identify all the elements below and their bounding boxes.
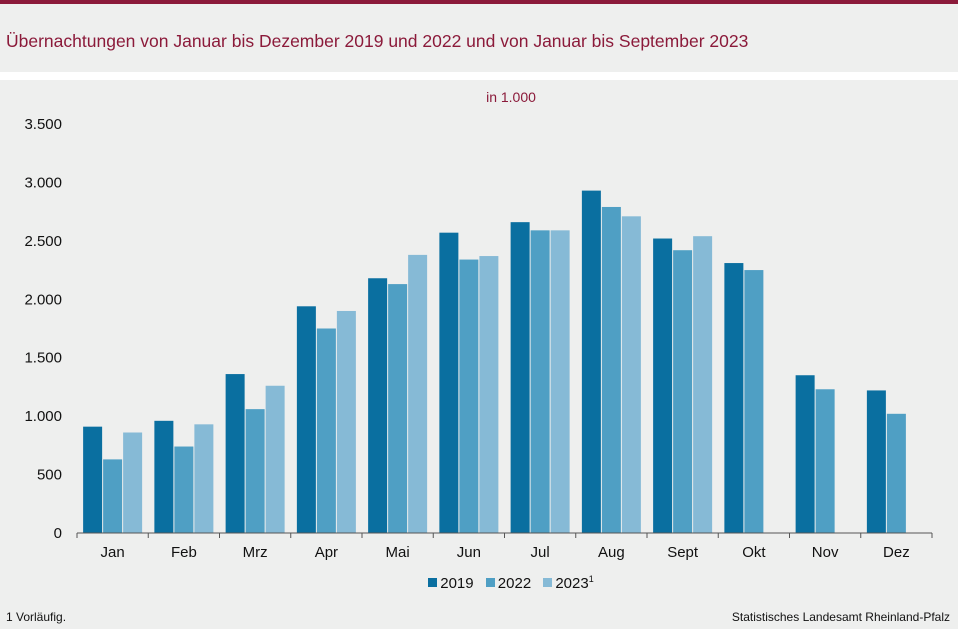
- bar-2022-Jun: [459, 259, 479, 533]
- y-tick-label: 3.500: [24, 116, 62, 133]
- chart-panel: [0, 80, 958, 629]
- bar-2023-Aug: [621, 216, 641, 533]
- bar-2023-Sept: [693, 236, 713, 533]
- legend-label-2023: 2023: [555, 575, 589, 592]
- bar-2022-Sept: [673, 250, 693, 533]
- y-axis-ticks: 0 500 1.000 1.500 2.000 2.500 3.000 3.500: [24, 116, 62, 542]
- footnote: 1 Vorläufig.: [6, 610, 67, 624]
- bar-2022-Okt: [744, 270, 764, 533]
- x-tick-label: Jul: [531, 544, 550, 561]
- bar-2019-Mai: [368, 278, 388, 533]
- chart-header: Übernachtungen von Januar bis Dezember 2…: [0, 4, 958, 72]
- x-tick-label: Dez: [883, 544, 910, 561]
- bar-2019-Mrz: [225, 374, 245, 533]
- y-tick-label: 2.000: [24, 291, 62, 308]
- legend-label-2022: 2022: [497, 575, 532, 592]
- bar-2023-Feb: [194, 424, 214, 533]
- legend-swatch-2022: [485, 578, 495, 587]
- legend-item-2023: 20231: [543, 574, 594, 592]
- bar-2019-Jul: [510, 222, 530, 533]
- y-tick-label: 1.000: [24, 408, 62, 425]
- bars-group: [83, 190, 906, 534]
- bar-2023-Mrz: [265, 385, 285, 533]
- legend-footnote-mark: 1: [588, 574, 594, 584]
- legend-item-2022: 2022: [485, 575, 532, 592]
- bar-2022-Aug: [601, 206, 621, 533]
- x-tick-label: Okt: [742, 544, 766, 561]
- bar-2019-Aug: [581, 190, 601, 533]
- bar-2022-Nov: [815, 389, 835, 533]
- legend-item-2019: 2019: [428, 575, 474, 592]
- chart-title: Übernachtungen von Januar bis Dezember 2…: [6, 31, 749, 51]
- bar-2023-Jul: [550, 230, 570, 533]
- bar-2022-Dez: [886, 413, 906, 533]
- bar-2023-Jun: [479, 256, 499, 533]
- x-tick-label: Jan: [101, 544, 125, 561]
- x-tick-label: Jun: [457, 544, 481, 561]
- legend-swatch-2019: [428, 578, 438, 587]
- bar-2019-Jun: [439, 232, 459, 534]
- bar-2022-Jul: [530, 230, 550, 533]
- x-tick-label: Aug: [598, 544, 625, 561]
- unit-label: in 1.000: [486, 89, 536, 105]
- bar-2022-Apr: [316, 328, 336, 533]
- x-tick-label: Nov: [812, 544, 839, 561]
- bar-2023-Mai: [408, 254, 428, 533]
- x-tick-label: Mai: [386, 544, 410, 561]
- source-credit: Statistisches Landesamt Rheinland-Pfalz: [731, 610, 950, 624]
- chart-legend: 2019 2022 20231: [0, 574, 958, 592]
- bar-2019-Jan: [83, 426, 103, 533]
- bar-2019-Apr: [296, 306, 316, 533]
- bar-2019-Feb: [154, 420, 174, 533]
- x-axis-ticks: Jan Feb Mrz Apr Mai Jun Jul Aug Sept Okt Nov Dez: [76, 533, 933, 561]
- bar-2019-Sept: [653, 238, 673, 533]
- y-tick-label: 3.000: [24, 174, 62, 191]
- bar-2019-Dez: [866, 390, 886, 533]
- x-tick-label: Mrz: [243, 544, 268, 561]
- y-tick-label: 500: [37, 467, 62, 484]
- bar-2022-Mrz: [245, 409, 265, 533]
- legend-label-2019: 2019: [440, 575, 474, 592]
- bar-2022-Mai: [388, 284, 408, 533]
- y-tick-label: 0: [54, 525, 62, 542]
- x-tick-label: Apr: [315, 544, 338, 561]
- bar-2019-Nov: [795, 375, 815, 533]
- y-tick-label: 1.500: [24, 350, 62, 367]
- bar-2022-Jan: [103, 459, 123, 533]
- legend-swatch-2023: [543, 578, 553, 587]
- x-tick-label: Sept: [667, 544, 699, 561]
- x-tick-label: Feb: [171, 544, 197, 561]
- bar-2023-Jan: [123, 432, 143, 533]
- bar-2023-Apr: [336, 310, 356, 533]
- bar-2019-Okt: [724, 263, 744, 533]
- y-tick-label: 2.500: [24, 233, 62, 250]
- bar-2022-Feb: [174, 446, 194, 533]
- top-accent-bar: [0, 0, 958, 4]
